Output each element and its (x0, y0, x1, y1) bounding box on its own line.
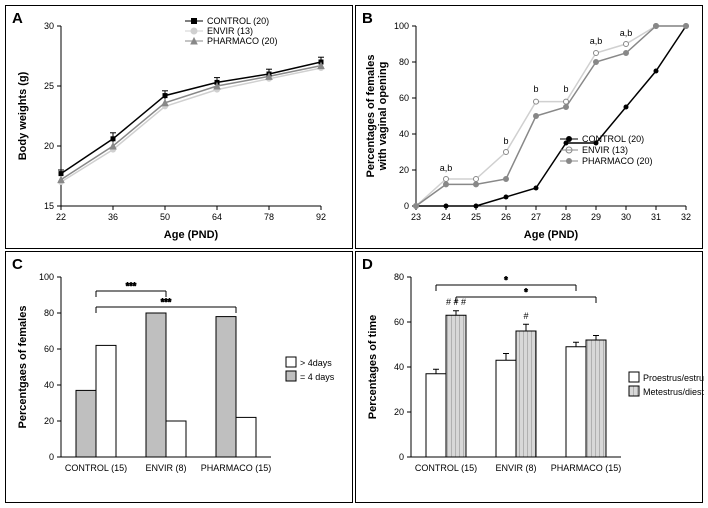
svg-text:27: 27 (531, 212, 541, 222)
svg-text:80: 80 (44, 308, 54, 318)
panel-a-legend: CONTROL (20) ENVIR (13) PHARMACO (20) (185, 16, 278, 46)
svg-text:40: 40 (394, 362, 404, 372)
svg-text:100: 100 (39, 272, 54, 282)
panel-c-chart: 0 20 40 60 80 100 Percentgaes of females… (6, 252, 354, 504)
panel-a-xlabel: Age (PND) (164, 229, 219, 241)
panel-c-ylabel: Percentgaes of females (17, 306, 29, 429)
svg-text:78: 78 (264, 212, 274, 222)
svg-text:ENVIR (13): ENVIR (13) (582, 145, 628, 155)
svg-text:PHARMACO (20): PHARMACO (20) (207, 36, 278, 46)
svg-text:15: 15 (44, 201, 54, 211)
svg-text:80: 80 (399, 57, 409, 67)
svg-text:60: 60 (399, 93, 409, 103)
svg-text:b: b (503, 136, 508, 146)
panel-a: A 15 20 25 30 22 36 50 64 78 92 Age (PND… (5, 5, 353, 249)
svg-text:92: 92 (316, 212, 326, 222)
svg-text:23: 23 (411, 212, 421, 222)
panel-b-chart: 0 20 40 60 80 100 23 24 25 26 27 28 29 3… (356, 6, 704, 250)
svg-text:80: 80 (394, 272, 404, 282)
panel-c: C 0 20 40 60 80 100 Percentgaes of femal… (5, 251, 353, 503)
svg-text:> 4days: > 4days (300, 358, 332, 368)
svg-text:22: 22 (56, 212, 66, 222)
svg-text:30: 30 (44, 21, 54, 31)
svg-text:28: 28 (561, 212, 571, 222)
svg-text:CONTROL (20): CONTROL (20) (582, 134, 644, 144)
svg-text:ENVIR (13): ENVIR (13) (207, 26, 253, 36)
panel-d-ylabel: Percentages of time (367, 315, 379, 420)
panel-a-ylabel: Body weights (g) (17, 71, 29, 160)
svg-text:40: 40 (44, 380, 54, 390)
svg-text:CONTROL (15): CONTROL (15) (65, 463, 127, 473)
svg-text:25: 25 (471, 212, 481, 222)
svg-text:PHARMACO (15): PHARMACO (15) (551, 463, 622, 473)
svg-text:0: 0 (404, 201, 409, 211)
svg-text:26: 26 (501, 212, 511, 222)
svg-text:60: 60 (44, 344, 54, 354)
svg-text:20: 20 (44, 416, 54, 426)
panel-b-xlabel: Age (PND) (524, 229, 579, 241)
figure-container: { "panelA":{ "label":"A", "type":"line",… (0, 0, 708, 508)
svg-text:0: 0 (399, 452, 404, 462)
svg-text:40: 40 (399, 129, 409, 139)
svg-text:PHARMACO (15): PHARMACO (15) (201, 463, 272, 473)
svg-text:***: *** (126, 281, 137, 291)
panel-b: B 0 20 40 60 80 100 23 24 25 26 27 28 2 (355, 5, 703, 249)
svg-text:20: 20 (394, 407, 404, 417)
panel-b-legend: CONTROL (20) ENVIR (13) PHARMACO (20) (560, 134, 653, 166)
svg-text:*: * (504, 275, 508, 285)
svg-text:b: b (563, 84, 568, 94)
svg-text:25: 25 (44, 81, 54, 91)
svg-text:36: 36 (108, 212, 118, 222)
svg-text:***: *** (161, 297, 172, 307)
svg-text:Metestrus/diestrus: Metestrus/diestrus (643, 387, 704, 397)
svg-text:= 4 days: = 4 days (300, 372, 335, 382)
panel-a-chart: 15 20 25 30 22 36 50 64 78 92 Age (PND) … (6, 6, 354, 250)
svg-text:PHARMACO (20): PHARMACO (20) (582, 156, 653, 166)
svg-text:a,b: a,b (440, 163, 453, 173)
svg-text:with vaginal opening: with vaginal opening (377, 62, 389, 172)
panel-d: D 0 20 40 60 80 Percentages of time (355, 251, 703, 503)
svg-text:30: 30 (621, 212, 631, 222)
svg-text:32: 32 (681, 212, 691, 222)
panel-b-ylabel: Percentages of females (365, 55, 377, 178)
svg-text:20: 20 (399, 165, 409, 175)
svg-text:0: 0 (49, 452, 54, 462)
svg-text:a,b: a,b (590, 36, 603, 46)
svg-text:50: 50 (160, 212, 170, 222)
svg-text:#: # (523, 311, 528, 321)
svg-text:Proestrus/estrus: Proestrus/estrus (643, 373, 704, 383)
svg-text:b: b (533, 84, 538, 94)
svg-text:ENVIR (8): ENVIR (8) (145, 463, 186, 473)
svg-text:ENVIR (8): ENVIR (8) (495, 463, 536, 473)
panel-d-chart: 0 20 40 60 80 Percentages of time (356, 252, 704, 504)
panel-c-legend: > 4days = 4 days (286, 357, 335, 382)
svg-text:100: 100 (394, 21, 409, 31)
svg-text:20: 20 (44, 141, 54, 151)
svg-text:a,b: a,b (620, 28, 633, 38)
svg-text:31: 31 (651, 212, 661, 222)
svg-text:CONTROL (20): CONTROL (20) (207, 16, 269, 26)
panel-d-legend: Proestrus/estrus Metestrus/diestrus (629, 372, 704, 397)
svg-text:*: * (524, 287, 528, 297)
svg-text:24: 24 (441, 212, 451, 222)
svg-text:CONTROL (15): CONTROL (15) (415, 463, 477, 473)
svg-text:60: 60 (394, 317, 404, 327)
svg-text:29: 29 (591, 212, 601, 222)
svg-text:64: 64 (212, 212, 222, 222)
